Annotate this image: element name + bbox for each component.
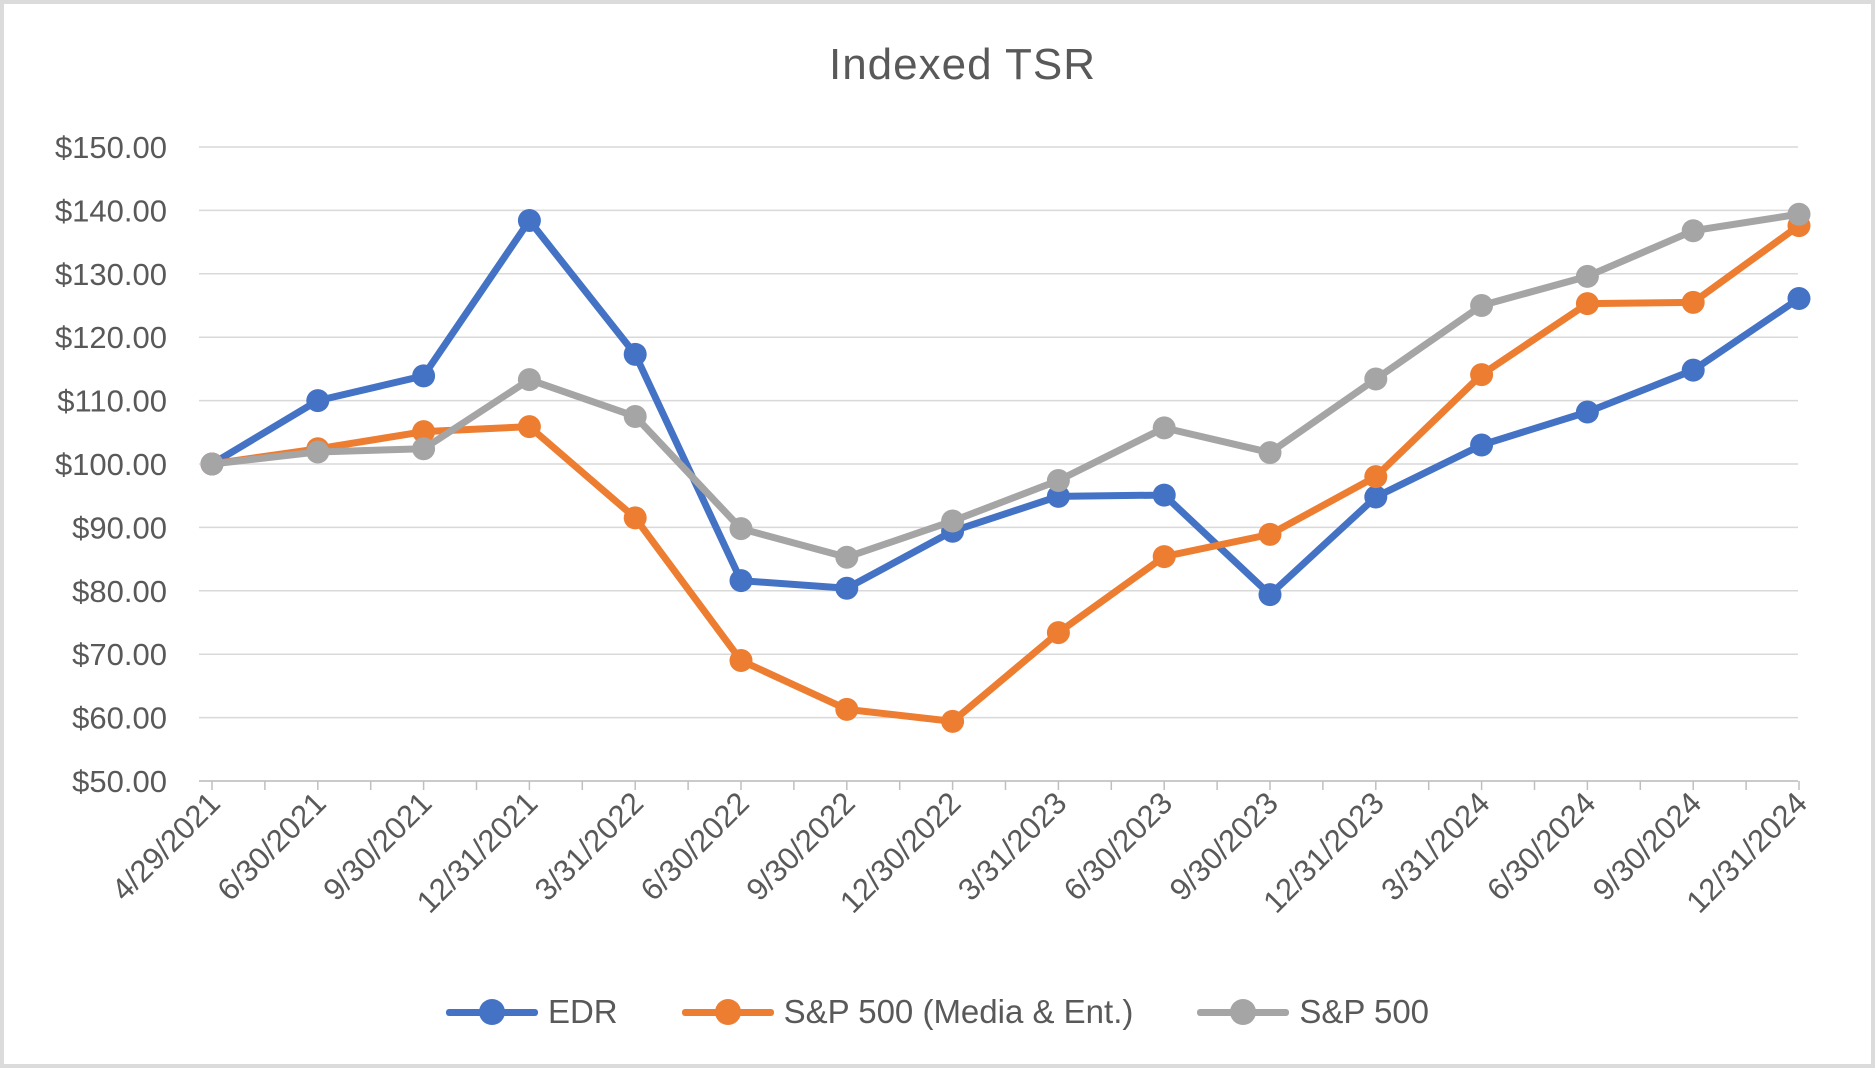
series-line-edr [208,217,1803,599]
series-marker-edr [1258,583,1282,607]
series-marker-edr [1046,484,1070,508]
series-marker-sp500 [1575,264,1599,288]
series-marker-sp500 [1258,441,1282,465]
series-marker-sp500-media-ent [1258,522,1282,546]
series-marker-sp500-media-ent [1575,292,1599,316]
chart-title: Indexed TSR [828,40,1096,89]
series-marker-sp500-media-ent [835,697,859,721]
legend-label-sp500-media-ent: S&P 500 (Media & Ent.) [783,993,1134,1030]
x-tick-label: 6/30/2023 [1057,785,1179,907]
series-marker-sp500-media-ent [1470,363,1494,387]
y-tick-label: $150.00 [55,130,167,165]
y-tick-label: $100.00 [55,447,167,482]
series-marker-sp500 [1787,202,1811,226]
y-tick-label: $110.00 [57,384,167,419]
series-marker-sp500-media-ent [1364,465,1388,489]
y-tick-label: $120.00 [55,320,167,355]
series-marker-edr [1787,287,1811,311]
legend-item-sp500: S&P 500 [1197,993,1429,1031]
series-marker-edr [1364,485,1388,509]
series-marker-sp500-media-ent [729,649,753,673]
series-marker-edr [412,364,436,388]
series-marker-sp500 [1470,294,1494,317]
series-line-sp500 [208,210,1803,561]
legend-item-sp500-media-ent: S&P 500 (Media & Ent.) [681,993,1134,1031]
series-marker-edr [517,209,541,233]
series-marker-sp500 [306,440,330,464]
series-marker-edr [623,342,647,366]
series-marker-edr [1470,433,1494,457]
x-tick-label: 6/30/2021 [210,785,332,907]
legend-line-dot-icon [681,999,774,1025]
series-marker-sp500 [1046,468,1070,492]
series-marker-sp500 [1152,416,1176,440]
x-tick-label: 3/31/2022 [528,785,650,907]
series-marker-edr [835,576,859,600]
series-marker-sp500 [1681,219,1705,243]
series-line-sp500-media-ent [208,222,1803,725]
series-marker-sp500 [1364,367,1388,391]
legend-label-sp500: S&P 500 [1299,993,1430,1030]
series-marker-sp500 [412,437,436,461]
series-marker-sp500-media-ent [1152,545,1176,569]
legend-label-edr: EDR [547,993,618,1030]
series-marker-edr [306,389,330,413]
series-marker-sp500 [729,517,753,541]
series-marker-edr [1575,400,1599,424]
series-marker-sp500 [941,509,965,533]
x-tick-label: 6/30/2022 [634,785,756,907]
legend: EDR S&P 500 (Media & Ent.) S&P 500 [4,982,1871,1042]
series-marker-edr [729,569,753,593]
series-marker-sp500-media-ent [1046,621,1070,645]
series-marker-sp500-media-ent [1681,290,1705,314]
series-marker-sp500 [835,545,859,569]
series-marker-sp500 [200,452,224,476]
x-tick-label: 3/31/2024 [1374,785,1496,907]
series-marker-edr [1681,358,1705,382]
y-tick-label: $130.00 [55,257,167,292]
series-marker-sp500 [517,368,541,392]
series-marker-sp500-media-ent [623,506,647,530]
chart-plot: $150.00 $140.00 $130.00 $120.00 $110.00 $100.… [55,130,1814,920]
y-tick-label: $50.00 [72,764,167,799]
y-tick-label: $140.00 [55,193,167,228]
series-marker-sp500-media-ent [941,709,965,733]
series-marker-sp500 [623,404,647,428]
y-tick-label: $90.00 [72,510,167,545]
x-tick-label: 6/30/2024 [1480,785,1602,907]
y-tick-label: $80.00 [72,574,167,609]
legend-line-dot-icon [1197,999,1290,1025]
series-marker-edr [1152,483,1176,507]
series-marker-sp500-media-ent [517,415,541,439]
series-marker-sp500-media-ent [412,420,436,444]
x-tick-label: 4/29/2021 [105,785,227,907]
x-tick-label: 3/31/2023 [951,785,1073,907]
y-tick-label: $70.00 [72,637,167,672]
legend-item-edr: EDR [445,993,618,1031]
legend-line-dot-icon [445,999,538,1025]
y-tick-label: $60.00 [72,701,167,736]
